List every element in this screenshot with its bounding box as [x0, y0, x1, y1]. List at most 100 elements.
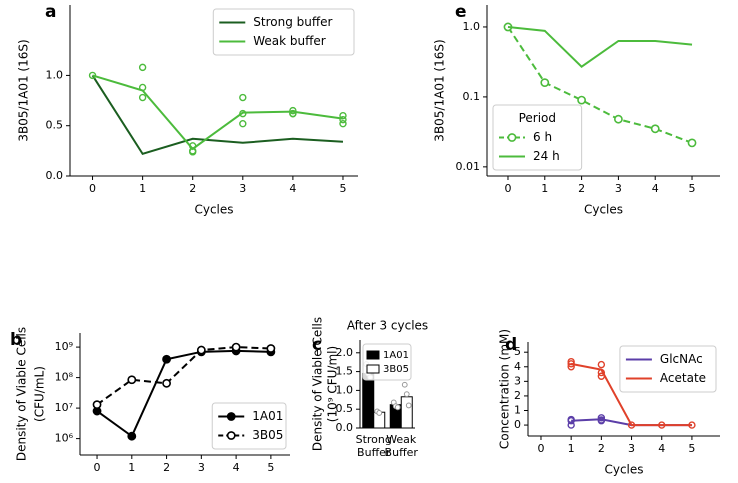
- series-line: [570, 362, 692, 427]
- marker: [650, 124, 660, 134]
- x-tick-label: Buffer: [357, 446, 391, 459]
- marker: [92, 400, 102, 410]
- data-point: [597, 368, 606, 377]
- marker: [162, 378, 171, 388]
- data-point: [239, 93, 247, 102]
- y-tick-label: 10⁹: [55, 340, 73, 353]
- marker: [127, 375, 137, 385]
- marker: [226, 412, 236, 421]
- data-point: [138, 63, 147, 72]
- y-tick-label: 10⁷: [55, 401, 73, 414]
- y-tick-label: 0.01: [456, 160, 481, 173]
- marker: [196, 345, 206, 355]
- y-tick-label: 0: [514, 418, 521, 431]
- series-line: [91, 74, 344, 156]
- x-tick-label: 1: [128, 461, 135, 474]
- series-line: [96, 346, 271, 406]
- data-point: [597, 416, 606, 425]
- x-tick-label: 2: [189, 182, 196, 195]
- y-tick-label: 3: [514, 374, 521, 387]
- x-tick-label: 5: [339, 182, 346, 195]
- legend-label: Acetate: [660, 371, 706, 385]
- y-tick-label: 5: [514, 345, 521, 358]
- data-point: [597, 360, 606, 369]
- x-axis-label: Cycles: [194, 203, 233, 217]
- legend-label: Weak buffer: [253, 34, 326, 48]
- x-tick-label: 3: [239, 182, 246, 195]
- marker: [127, 431, 137, 441]
- x-tick-label: Weak: [386, 433, 417, 446]
- legend-swatch: [366, 364, 380, 374]
- x-tick-label: 1: [139, 182, 146, 195]
- data-point: [239, 109, 247, 118]
- y-tick-label: 10⁶: [55, 432, 74, 445]
- x-axis-label: Cycles: [584, 203, 623, 217]
- y-tick-label: 1.0: [46, 68, 64, 81]
- marker: [507, 133, 517, 142]
- y-tick-label: 1: [514, 403, 521, 416]
- legend-box: [212, 8, 355, 56]
- marker: [687, 138, 697, 148]
- y-tick-label: 0.1: [463, 90, 481, 103]
- data-point: [88, 71, 97, 80]
- data-point: [597, 414, 606, 422]
- data-point: [405, 402, 412, 409]
- legend-box: [492, 104, 583, 171]
- marker: [226, 431, 236, 440]
- legend-label: GlcNAc: [660, 352, 703, 366]
- data-point: [339, 111, 347, 120]
- data-point: [138, 83, 147, 92]
- y-tick-label: 1.0: [336, 383, 354, 396]
- data-point: [597, 372, 606, 380]
- data-point: [567, 363, 575, 371]
- data-point: [289, 106, 297, 115]
- x-tick-label: 0: [537, 442, 544, 455]
- series-line: [96, 349, 271, 438]
- x-axis-label: Cycles: [604, 463, 643, 477]
- x-tick-label: Buffer: [385, 446, 419, 459]
- marker: [162, 354, 171, 364]
- y-axis-label: 3B05/1A01 (16S): [433, 39, 447, 141]
- data-point: [339, 119, 347, 128]
- marker: [540, 78, 550, 88]
- marker: [266, 344, 276, 353]
- x-tick-label: 2: [598, 442, 605, 455]
- legend-box: [619, 345, 717, 393]
- x-tick-label: 1: [568, 442, 575, 455]
- x-tick-label: 4: [658, 442, 665, 455]
- bar: [362, 372, 375, 429]
- bar: [400, 396, 413, 429]
- data-point: [627, 421, 636, 429]
- legend-label: 3B05: [383, 364, 409, 375]
- y-tick-label: 4: [514, 360, 521, 373]
- legend-label: 3B05: [252, 428, 283, 442]
- y-tick-label: 10⁸: [55, 371, 74, 384]
- data-point: [658, 421, 666, 429]
- series-line: [507, 26, 693, 144]
- data-point: [289, 109, 297, 118]
- legend-label: Strong buffer: [253, 15, 332, 29]
- x-tick-label: 3: [628, 442, 635, 455]
- legend-title: Period: [519, 111, 556, 125]
- x-tick-label: 5: [267, 461, 274, 474]
- y-tick-label: 0.5: [46, 119, 64, 132]
- y-tick-label: 0.5: [336, 402, 354, 415]
- data-point: [567, 416, 575, 425]
- data-point: [567, 360, 575, 368]
- panel-label: d: [505, 335, 517, 355]
- y-axis-label: Concentration (mM): [498, 329, 512, 449]
- y-axis-label: (CFU/mL): [33, 366, 47, 422]
- data-point: [239, 119, 247, 128]
- x-axis-label: Cycles: [165, 482, 204, 483]
- data-point: [688, 421, 696, 429]
- data-point: [401, 381, 408, 388]
- x-tick-label: 1: [541, 182, 548, 195]
- series-line: [507, 25, 693, 69]
- x-tick-label: 4: [652, 182, 659, 195]
- data-point: [394, 404, 401, 411]
- chart-title: After 3 cycles: [347, 319, 428, 333]
- y-tick-label: 2.0: [336, 346, 354, 359]
- x-tick-label: 3: [198, 461, 205, 474]
- y-tick-label: 0.0: [46, 169, 64, 182]
- data-point: [567, 421, 575, 429]
